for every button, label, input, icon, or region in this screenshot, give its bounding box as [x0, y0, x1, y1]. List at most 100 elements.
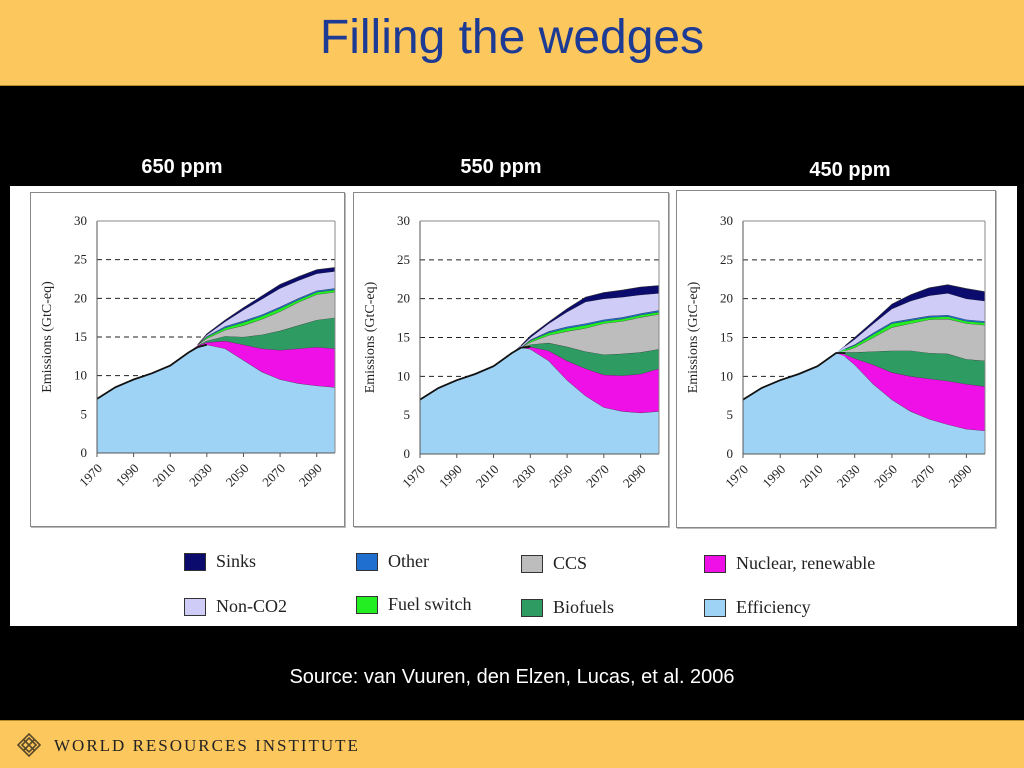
- area-efficiency: [420, 347, 659, 454]
- y-tick-label: 5: [727, 407, 734, 422]
- legend-label-nuclear-renewable: Nuclear, renewable: [736, 553, 876, 573]
- y-tick-label: 30: [720, 213, 733, 228]
- y-tick-label: 30: [397, 213, 410, 228]
- y-tick-label: 5: [81, 406, 88, 421]
- x-tick-label: 2010: [473, 462, 502, 491]
- y-tick-label: 5: [404, 407, 411, 422]
- x-tick-label: 2030: [509, 462, 538, 491]
- footer-bar: [0, 720, 1024, 768]
- legend-swatch-nuclear-renewable: [704, 555, 726, 573]
- area-ccs: [97, 292, 335, 399]
- legend-label-efficiency: Efficiency: [736, 597, 811, 617]
- x-tick-label: 2030: [186, 461, 215, 490]
- x-tick-label: 2050: [546, 462, 575, 491]
- chart-550-ppm-svg: 0 5 10 15 20 25 30 1970 1990 2010 2030 2050 2070 2090…: [363, 213, 660, 491]
- y-tick-label: 20: [397, 291, 410, 306]
- x-tick-label: 2090: [620, 462, 649, 491]
- legend-swatch-efficiency: [704, 599, 726, 617]
- area-boundary-sinks: [520, 285, 660, 346]
- slide-title: Filling the wedges: [319, 11, 705, 64]
- y-tick-label: 15: [720, 330, 733, 345]
- historical-emissions-line: [419, 345, 531, 401]
- legend-swatch-non-co2: [184, 598, 206, 616]
- y-tick-label: 10: [74, 368, 87, 383]
- y-tick-label: 25: [74, 252, 87, 267]
- y-tick-label: 25: [720, 252, 733, 267]
- area-non-co2: [97, 271, 335, 399]
- y-tick-label: 20: [720, 291, 733, 306]
- area-sinks: [743, 284, 985, 400]
- legend-label-ccs: CCS: [553, 553, 588, 573]
- area-nuclear-renewable: [97, 340, 335, 399]
- legend-swatch-ccs: [521, 555, 543, 573]
- source-citation: Source: van Vuuren, den Elzen, Lucas, et…: [289, 666, 735, 688]
- area-boundary-ccs: [197, 291, 336, 345]
- y-tick-label: 10: [720, 368, 733, 383]
- x-tick-label: 2050: [223, 461, 252, 490]
- x-tick-label: 2070: [259, 461, 288, 490]
- y-tick-label: 10: [397, 368, 410, 383]
- y-tick-label: 0: [727, 446, 734, 461]
- chart-450-ppm: 0 5 10 15 20 25 30 1970 1990 2010 2030 2050 2070 2090…: [676, 190, 996, 528]
- chart-450-ppm-svg: 0 5 10 15 20 25 30 1970 1990 2010 2030 2050 2070 2090…: [686, 213, 986, 491]
- area-series-group: [420, 285, 660, 454]
- historical-emissions-line: [742, 352, 846, 401]
- x-tick-label: 1990: [436, 462, 465, 491]
- historical-emissions-line: [96, 343, 208, 400]
- legend-label-sinks: Sinks: [216, 551, 257, 571]
- legend-swatch-fuel-switch: [356, 596, 378, 614]
- chart-2-ppm-label: 550 ppm: [460, 156, 542, 178]
- legend-label-biofuels: Biofuels: [553, 597, 614, 617]
- x-tick-label: 2050: [871, 462, 900, 491]
- x-tick-label: 1990: [113, 461, 142, 490]
- y-tick-label: 20: [74, 290, 87, 305]
- x-tick-label: 2010: [797, 462, 826, 491]
- legend-label-non-co2: Non-CO2: [216, 596, 287, 616]
- x-tick-label: 2090: [946, 462, 975, 491]
- area-biofuels: [97, 317, 335, 399]
- x-tick-label: 2070: [908, 462, 937, 491]
- x-tick-label: 1990: [759, 462, 788, 491]
- x-tick-label: 2010: [149, 461, 178, 490]
- area-boundary-biofuels: [197, 317, 336, 346]
- y-axis-title: Emissions (GtC-eq): [40, 281, 55, 393]
- y-tick-label: 30: [74, 213, 87, 228]
- y-tick-label: 15: [397, 330, 410, 345]
- title-bar: [0, 0, 1024, 86]
- area-ccs: [420, 314, 659, 400]
- area-boundary-ccs: [520, 313, 660, 348]
- area-efficiency: [743, 353, 985, 454]
- chart-1-ppm-label: 650 ppm: [141, 156, 223, 178]
- x-tick-label: 2070: [583, 462, 612, 491]
- x-tick-label: 2090: [296, 461, 325, 490]
- area-boundary-sinks: [845, 284, 986, 346]
- y-tick-label: 25: [397, 252, 410, 267]
- legend-swatch-other: [356, 553, 378, 571]
- area-biofuels: [420, 342, 659, 400]
- area-ccs: [743, 318, 985, 400]
- x-tick-label: 2030: [834, 462, 863, 491]
- legend-swatch-sinks: [184, 553, 206, 571]
- area-non-co2: [420, 293, 659, 400]
- y-tick-label: 15: [74, 329, 87, 344]
- y-axis-title: Emissions (GtC-eq): [363, 281, 378, 393]
- legend-label-other: Other: [388, 551, 429, 571]
- x-tick-label: 1970: [722, 462, 751, 491]
- area-non-co2: [743, 293, 985, 400]
- y-axis-title: Emissions (GtC-eq): [686, 281, 701, 393]
- legend-swatch-biofuels: [521, 599, 543, 617]
- area-nuclear-renewable: [743, 353, 985, 431]
- area-biofuels: [743, 350, 985, 400]
- chart-550-ppm: 0 5 10 15 20 25 30 1970 1990 2010 2030 2050 2070 2090…: [353, 192, 669, 527]
- x-tick-label: 1970: [399, 462, 428, 491]
- area-series-group: [743, 284, 986, 454]
- chart-650-ppm: 0 5 10 15 20 25 30 1970 1990 2010 2030 2050 2070 2090…: [30, 192, 345, 527]
- footer-org-name: WORLD RESOURCES INSTITUTE: [54, 736, 360, 755]
- area-nuclear-renewable: [420, 346, 659, 413]
- wri-knot-logo-icon: [16, 732, 42, 758]
- chart-650-ppm-svg: 0 5 10 15 20 25 30 1970 1990 2010 2030 2050 2070 2090…: [40, 213, 336, 490]
- y-tick-label: 0: [81, 445, 88, 460]
- x-tick-label: 1970: [76, 461, 105, 490]
- area-series-group: [97, 267, 336, 453]
- chart-3-ppm-label: 450 ppm: [809, 159, 891, 181]
